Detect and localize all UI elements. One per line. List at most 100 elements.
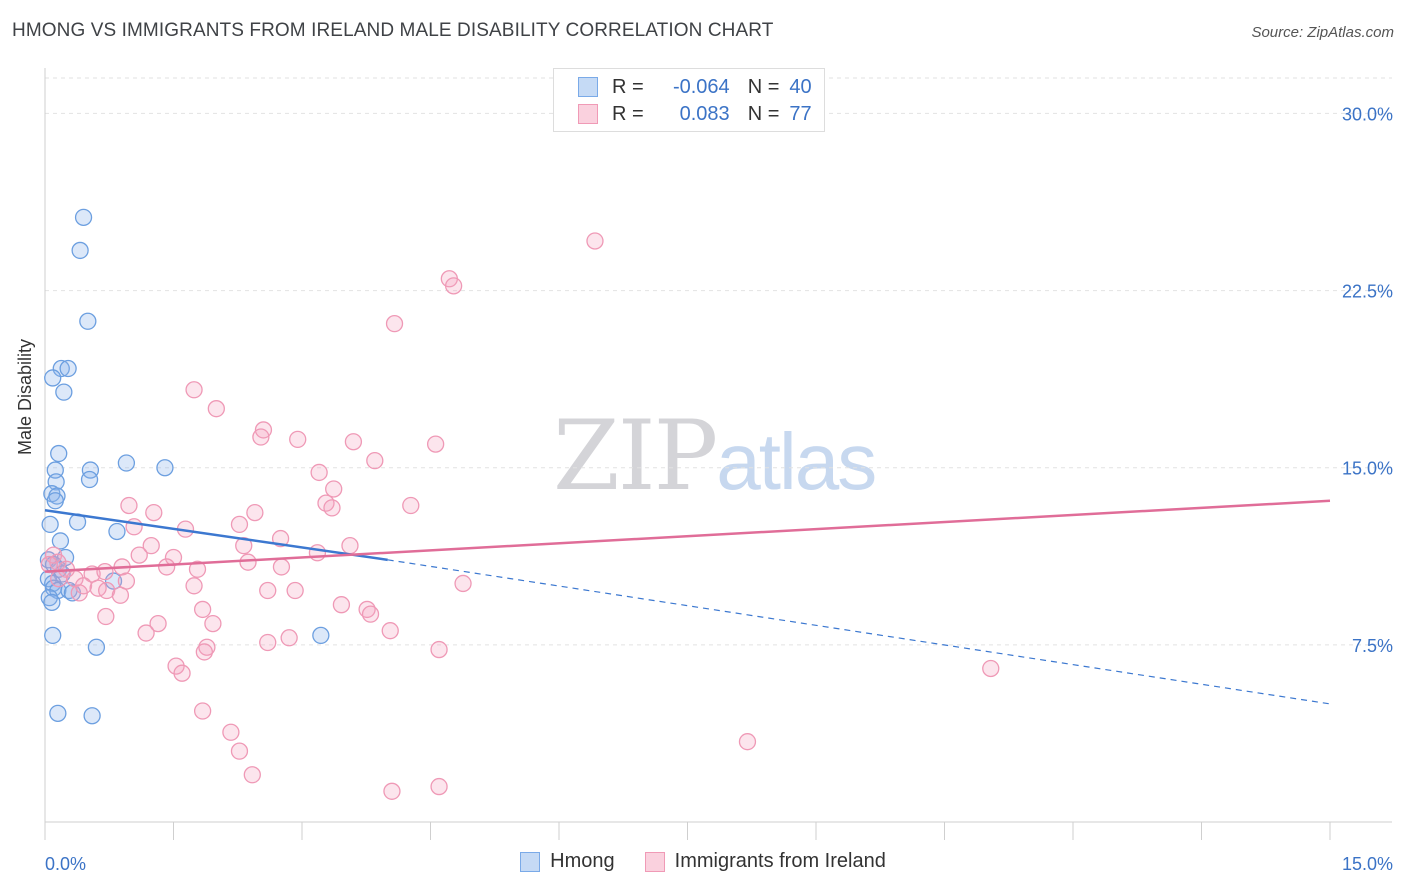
ireland-point	[308, 544, 327, 562]
hmong-point	[71, 241, 89, 260]
hmong-point	[117, 454, 136, 472]
source-credit: Source: ZipAtlas.com	[1251, 24, 1394, 41]
ireland-point	[243, 766, 261, 784]
ireland-point	[444, 277, 463, 295]
ireland-point	[185, 381, 203, 399]
y-tick-label: 7.5%	[1352, 636, 1393, 656]
ireland-point	[195, 643, 213, 661]
hmong-point	[44, 626, 62, 645]
hmong-point	[46, 492, 64, 510]
hmong-trend-line	[44, 508, 388, 562]
ireland-point	[361, 605, 380, 623]
ireland-point	[454, 574, 472, 593]
ireland-point	[157, 558, 176, 576]
ireland-point	[323, 499, 341, 517]
n-value-ireland: 77	[789, 102, 812, 125]
hmong-legend-swatch	[520, 851, 541, 872]
hmong-point	[52, 359, 70, 378]
chart-title: HMONG VS IMMIGRANTS FROM IRELAND MALE DI…	[12, 20, 774, 41]
ireland-point	[230, 515, 249, 534]
correlation-legend: R = -0.064 N = 40 R = 0.083 N = 77	[553, 68, 825, 132]
ireland-point	[137, 624, 155, 642]
y-tick-label: 30.0%	[1342, 104, 1393, 124]
ireland-point	[272, 558, 291, 576]
ireland-point	[344, 433, 363, 451]
ireland-point	[325, 480, 343, 498]
hmong-point	[156, 459, 174, 477]
ireland-point	[204, 614, 222, 633]
hmong-point	[41, 515, 59, 534]
ireland-point	[120, 496, 138, 515]
ireland-point	[50, 570, 68, 588]
n-label: N =	[747, 102, 780, 125]
ireland-point	[142, 537, 160, 555]
ireland-point	[96, 562, 114, 581]
ireland-point	[586, 232, 604, 250]
ireland-point	[246, 503, 264, 522]
ireland-point	[193, 702, 212, 720]
ireland-point	[145, 503, 163, 522]
ireland-point	[289, 430, 307, 449]
hmong-point	[108, 522, 126, 541]
ireland-point	[252, 428, 270, 446]
ireland-point	[385, 314, 404, 333]
r-label: R =	[612, 102, 644, 125]
watermark-atlas: atlas	[716, 417, 877, 506]
ireland-point	[259, 633, 277, 652]
legend-item-hmong: Hmong	[520, 850, 615, 873]
y-axis-label: Male Disability	[15, 338, 35, 455]
n-value-hmong: 40	[789, 75, 812, 98]
legend-label-hmong: Hmong	[550, 850, 615, 872]
hmong-point	[49, 704, 67, 723]
ireland-point	[235, 537, 253, 555]
ireland-point	[381, 622, 399, 640]
r-label: R =	[612, 75, 644, 98]
ireland-point	[341, 537, 359, 555]
ireland-point	[366, 451, 384, 470]
legend-row-hmong: R = -0.064 N = 40	[578, 75, 812, 99]
legend-item-ireland: Immigrants from Ireland	[644, 850, 886, 873]
hmong-point	[55, 383, 73, 401]
ireland-point	[70, 584, 88, 602]
series-legend: Hmong Immigrants from Ireland	[0, 850, 1406, 873]
ireland-point	[239, 553, 257, 571]
hmong-swatch	[578, 77, 598, 97]
ireland-point	[198, 638, 216, 656]
legend-label-ireland: Immigrants from Ireland	[674, 850, 886, 872]
ireland-point	[430, 640, 448, 659]
ireland-point	[173, 664, 191, 682]
watermark: ZIPatlas	[553, 400, 877, 512]
watermark-zip: ZIP	[553, 400, 718, 512]
hmong-point	[51, 532, 70, 550]
y-tick-label: 22.5%	[1342, 282, 1393, 302]
hmong-point	[80, 470, 99, 489]
ireland-point	[280, 629, 298, 647]
hmong-point	[59, 359, 77, 378]
ireland-point	[430, 777, 448, 796]
ireland-point	[426, 435, 445, 453]
hmong-point	[87, 638, 106, 656]
ireland-point	[117, 572, 136, 590]
hmong-point	[83, 707, 101, 725]
ireland-point	[383, 782, 401, 800]
ireland-point	[982, 659, 1000, 678]
hmong-trend-extension	[387, 559, 1331, 705]
x-tick-label: 15.0%	[1342, 854, 1393, 874]
ireland-point	[402, 496, 420, 515]
ireland-point	[193, 600, 212, 619]
hmong-point	[312, 626, 330, 645]
ireland-point	[222, 723, 240, 741]
x-tick-label: 0.0%	[45, 854, 86, 874]
hmong-point	[74, 208, 93, 227]
ireland-point	[738, 733, 757, 751]
ireland-point	[149, 614, 167, 633]
ireland-point	[230, 742, 249, 760]
ireland-point	[332, 596, 351, 614]
ireland-swatch	[578, 104, 598, 124]
hmong-point	[104, 572, 123, 590]
hmong-point	[79, 312, 97, 330]
ireland-point	[310, 463, 328, 482]
legend-row-ireland: R = 0.083 N = 77	[578, 102, 812, 126]
ireland-point	[185, 577, 203, 595]
